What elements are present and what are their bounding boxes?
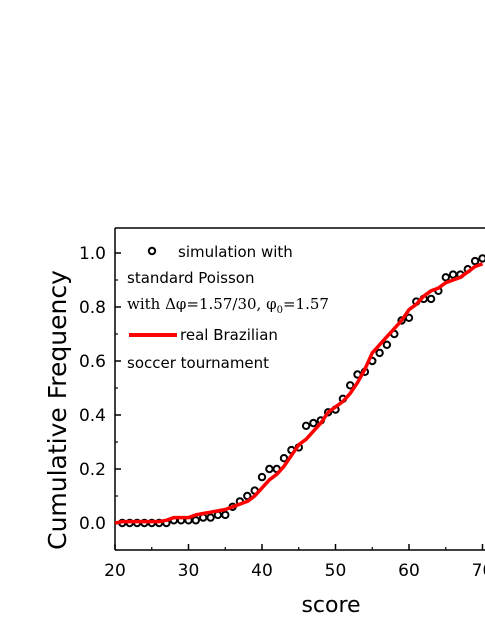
sim-point xyxy=(470,256,480,266)
sim-point xyxy=(397,316,406,325)
y-axis-title: Cumulative Frequency xyxy=(43,270,72,550)
sim-point xyxy=(478,254,485,263)
legend-label-real-2: soccer tournament xyxy=(127,354,269,372)
x-axis-title: score xyxy=(301,593,360,618)
y-tick-label-1.0: 1.0 xyxy=(79,244,106,264)
sim-point xyxy=(309,418,318,428)
legend-label-simulation-3: with Δφ=1.57/30, φ0=1.57 xyxy=(127,295,329,316)
sim-point xyxy=(426,294,436,304)
sim-point xyxy=(243,491,252,501)
legend-marker-simulation xyxy=(147,246,157,256)
sim-point xyxy=(448,270,458,279)
y-tick-label-0.8: 0.8 xyxy=(79,298,106,318)
sim-point xyxy=(191,516,201,525)
series-line-real-brazilian xyxy=(115,262,484,525)
x-tick-label-60: 60 xyxy=(398,561,420,581)
sim-point xyxy=(279,454,289,463)
sim-point xyxy=(221,510,230,520)
legend: simulation with standard Poisson with Δφ… xyxy=(127,243,329,372)
sim-point xyxy=(382,340,392,349)
x-tick-label-40: 40 xyxy=(251,561,273,581)
plot-area xyxy=(115,254,485,528)
sim-point xyxy=(404,313,414,322)
sim-point xyxy=(206,513,215,522)
y-tick-label-0.2: 0.2 xyxy=(79,460,106,480)
sim-point xyxy=(375,348,384,358)
legend-label-simulation-3-suffix: =1.57 xyxy=(283,295,329,313)
sim-point xyxy=(265,464,274,474)
x-tick-label-70: 70 xyxy=(472,561,485,581)
y-tick-label-0.4: 0.4 xyxy=(79,406,106,426)
legend-label-simulation-2: standard Poisson xyxy=(127,269,254,287)
legend-label-simulation-3-sub: 0 xyxy=(277,305,283,316)
data-layer xyxy=(115,254,485,528)
sim-point xyxy=(441,273,450,282)
sim-point xyxy=(346,381,355,390)
legend-label-simulation-3-prefix: with Δφ=1.57/30, φ xyxy=(127,295,277,313)
x-tick-label-20: 20 xyxy=(104,561,126,581)
sim-point xyxy=(257,472,267,482)
y-tick-label-0.0: 0.0 xyxy=(79,514,106,534)
ticks: 20 30 40 50 60 70 0.0 0.2 0.4 0.6 0.8 1.0 xyxy=(79,244,485,581)
y-tick-label-0.6: 0.6 xyxy=(79,352,106,372)
x-tick-label-30: 30 xyxy=(178,561,200,581)
x-tick-label-50: 50 xyxy=(325,561,347,581)
legend-label-simulation-1: simulation with xyxy=(178,243,293,261)
sim-point xyxy=(301,421,311,430)
legend-label-real-1: real Brazilian xyxy=(180,326,278,344)
sim-point xyxy=(323,408,333,417)
